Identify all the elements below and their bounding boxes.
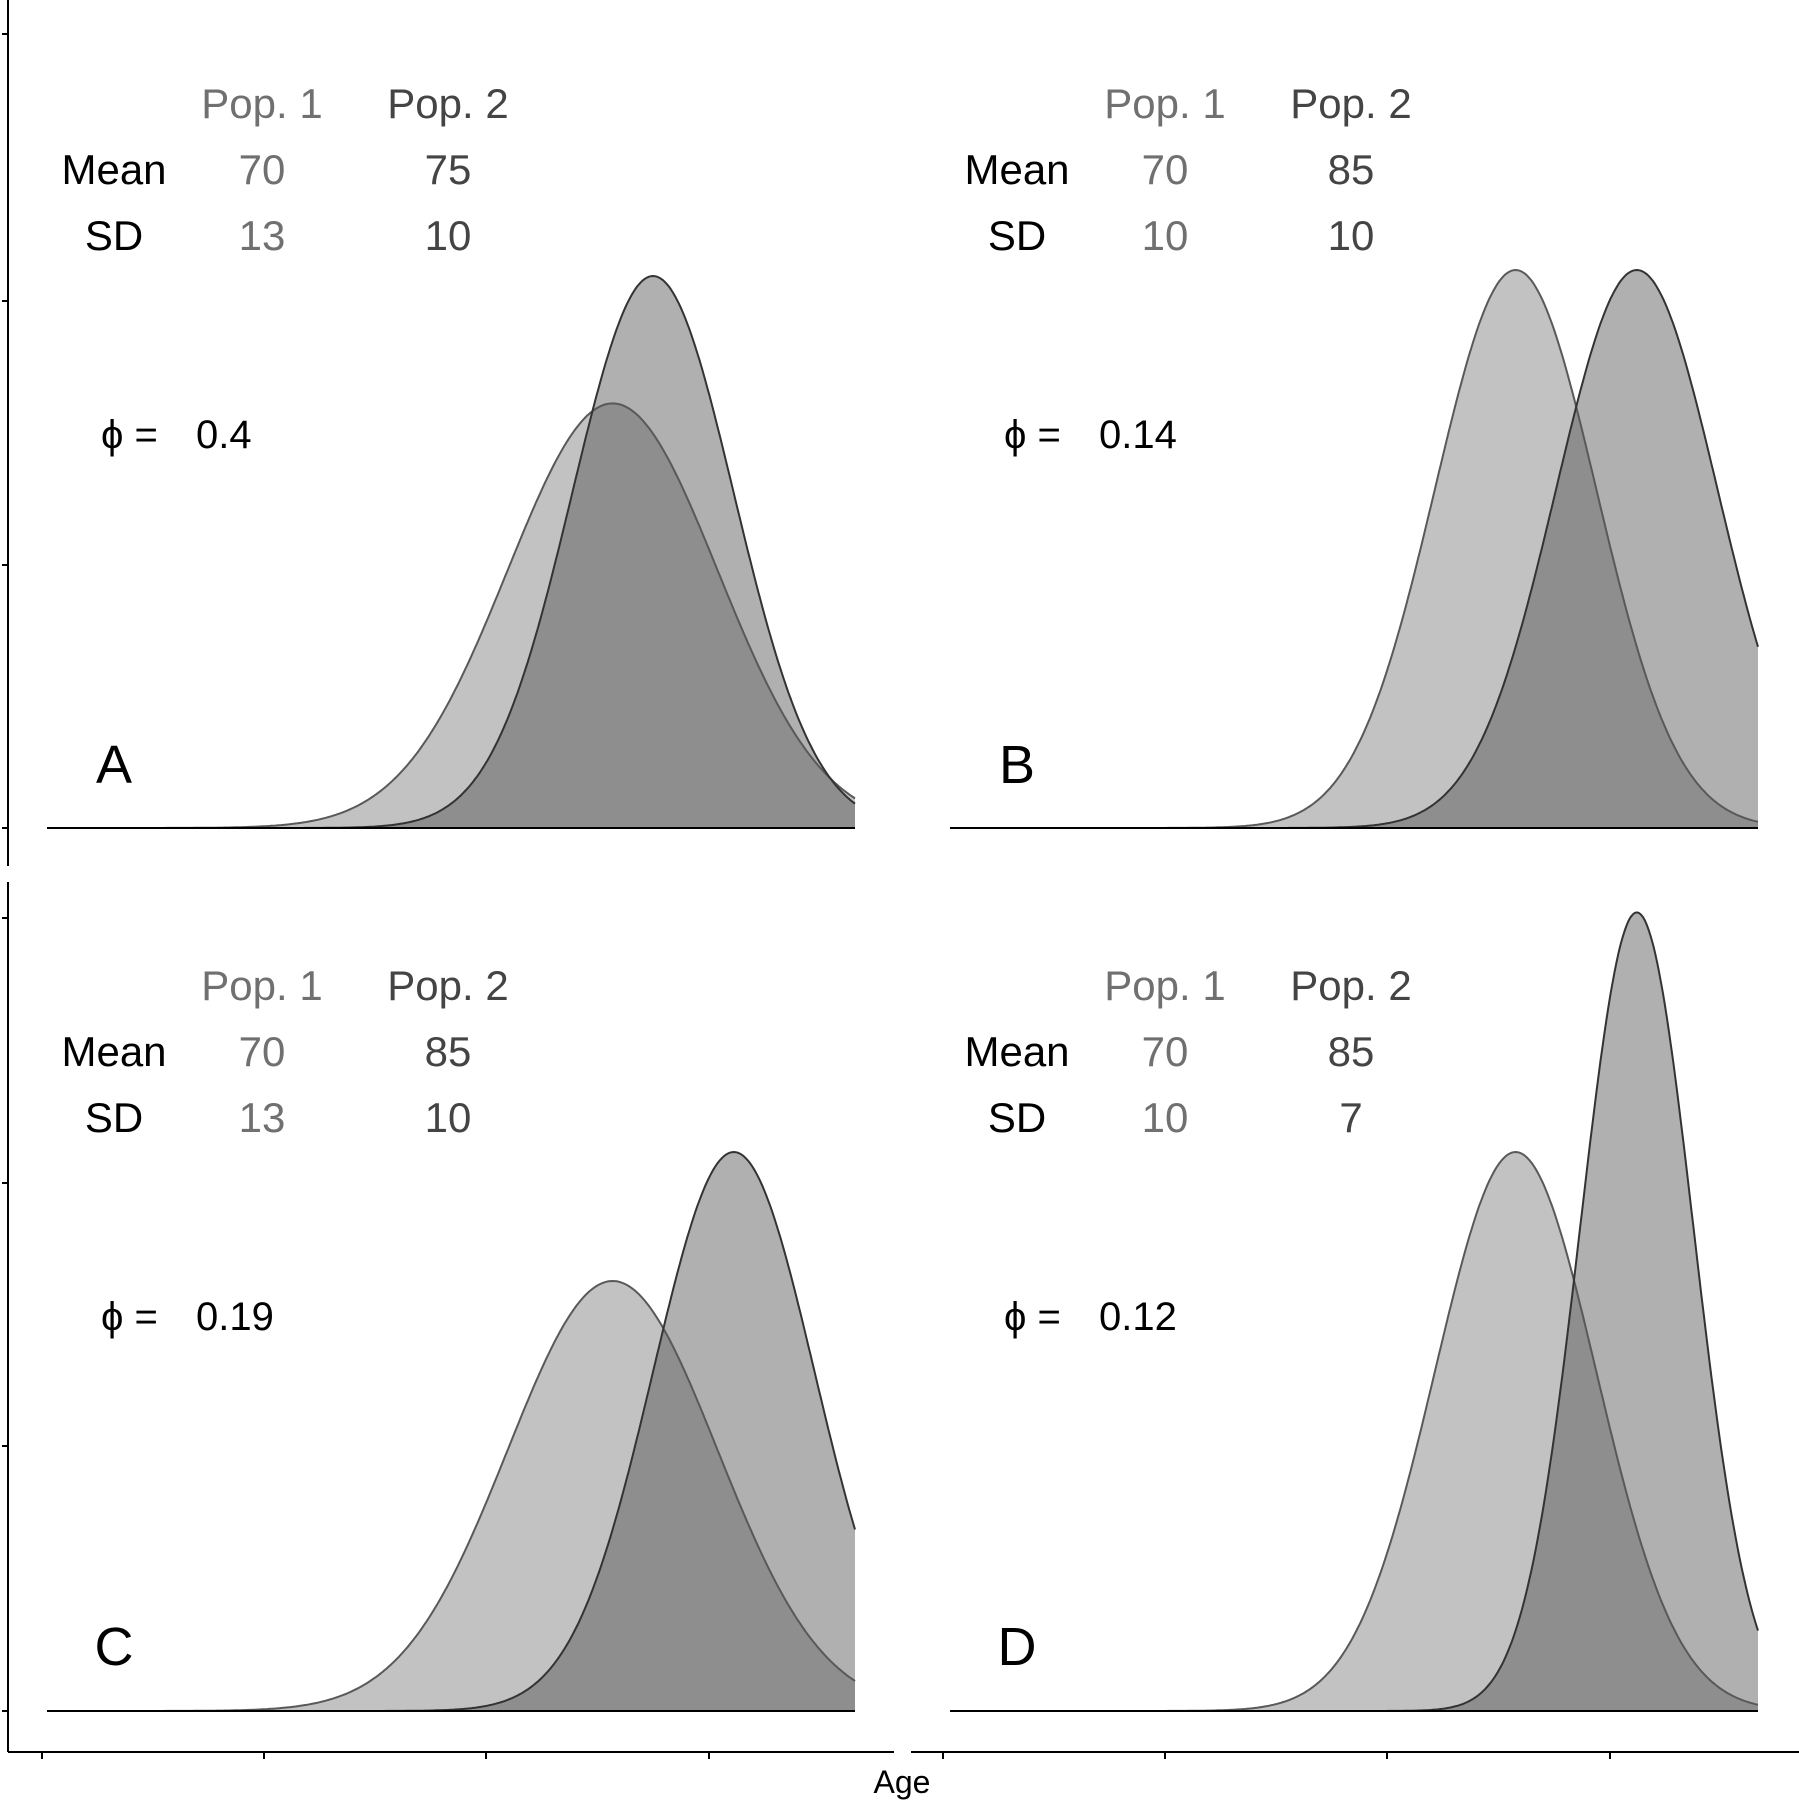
pop2-mean-value: 85: [425, 1028, 472, 1075]
pop2-mean-value: 85: [1328, 1028, 1375, 1075]
mean-label: Mean: [964, 146, 1069, 193]
pop2-sd-value: 10: [1328, 212, 1375, 259]
pop1-mean-value: 70: [239, 146, 286, 193]
mean-label: Mean: [61, 1028, 166, 1075]
pop2-sd-value: 10: [425, 1094, 472, 1141]
panel-a: [47, 274, 856, 829]
pop2-header: Pop. 2: [387, 962, 508, 1009]
sd-label: SD: [988, 212, 1046, 259]
pop1-sd-value: 10: [1142, 1094, 1189, 1141]
phi-value: 0.14: [1099, 413, 1177, 457]
pop1-header: Pop. 1: [1104, 80, 1225, 127]
sd-label: SD: [85, 212, 143, 259]
sd-label: SD: [988, 1094, 1046, 1141]
pop1-mean-value: 70: [1142, 146, 1189, 193]
pop1-mean-value: 70: [239, 1028, 286, 1075]
panel-d: [950, 911, 1759, 1712]
pop2-header: Pop. 2: [1290, 80, 1411, 127]
panel-letter: B: [999, 735, 1035, 795]
pop2-mean-value: 75: [425, 146, 472, 193]
phi-value: 0.19: [196, 1295, 274, 1339]
overlap-area: [950, 406, 1758, 828]
pop1-mean-value: 70: [1142, 1028, 1189, 1075]
pop1-header: Pop. 1: [1104, 962, 1225, 1009]
phi-label: ϕ =: [1004, 413, 1061, 457]
panel-letter: A: [96, 735, 132, 795]
pop1-header: Pop. 1: [201, 962, 322, 1009]
pop1-sd-value: 13: [239, 1094, 286, 1141]
mean-label: Mean: [964, 1028, 1069, 1075]
pop2-header: Pop. 2: [387, 80, 508, 127]
panel-letter: C: [95, 1617, 134, 1677]
phi-label: ϕ =: [1004, 1295, 1061, 1339]
pop1-sd-value: 13: [239, 212, 286, 259]
x-axis-label: Age: [874, 1764, 931, 1800]
mean-label: Mean: [61, 146, 166, 193]
sd-label: SD: [85, 1094, 143, 1141]
pop2-header: Pop. 2: [1290, 962, 1411, 1009]
panel-letter: D: [998, 1617, 1037, 1677]
phi-value: 0.4: [196, 413, 252, 457]
pop2-sd-value: 10: [425, 212, 472, 259]
phi-label: ϕ =: [101, 413, 158, 457]
pop2-sd-value: 7: [1339, 1094, 1362, 1141]
panel-b: [950, 268, 1759, 829]
pop1-sd-value: 10: [1142, 212, 1189, 259]
overlap-area: [47, 403, 855, 828]
overlap-area: [47, 1329, 855, 1711]
panel-c: [47, 1150, 856, 1712]
pop2-mean-value: 85: [1328, 146, 1375, 193]
phi-label: ϕ =: [101, 1295, 158, 1339]
pop1-header: Pop. 1: [201, 80, 322, 127]
phi-value: 0.12: [1099, 1295, 1177, 1339]
overlap-area: [950, 1281, 1758, 1711]
